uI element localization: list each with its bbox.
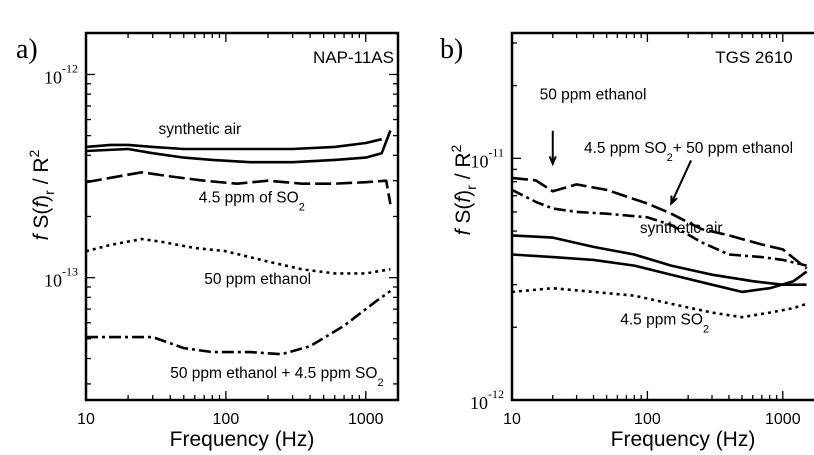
- annotation-text: 50 ppm ethanol: [540, 87, 647, 104]
- series-annotation: 4.5 ppm of SO2: [199, 189, 305, 213]
- series-line: [86, 130, 392, 164]
- series-annotation: synthetic air: [640, 220, 723, 237]
- y-tick-label: 10-11: [470, 145, 504, 171]
- x-tick-label: 10: [503, 411, 521, 428]
- series-line: [512, 176, 808, 270]
- series-annotation: 50 ppm ethanol: [204, 271, 311, 288]
- plot-frame: [510, 31, 814, 402]
- plot-frame: [84, 31, 400, 402]
- y-label-sup-2: 2: [26, 149, 42, 157]
- y-tick-label: 10-12: [44, 61, 78, 87]
- y-tick-label: 10-13: [44, 265, 78, 291]
- x-tick-label: 100: [634, 411, 661, 428]
- x-tick-label: 10: [77, 411, 95, 428]
- series-annotation: 50 ppm ethanol + 4.5 ppm SO2: [170, 365, 383, 389]
- series-line: [86, 289, 392, 356]
- y-tick-exponent: -13: [62, 265, 78, 279]
- annotation-text: synthetic air: [159, 121, 242, 138]
- series-annotation: 50 ppm ethanol: [540, 87, 647, 104]
- series-line: [86, 171, 392, 205]
- y-label-slash: /: [452, 168, 475, 186]
- annotation-text: 4.5 ppm of SO: [199, 189, 299, 206]
- annotation-text: 4.5 ppm SO: [584, 140, 667, 157]
- series-line: [512, 188, 807, 267]
- y-tick-mantissa: 10: [470, 393, 488, 413]
- x-tick-label: 1000: [348, 411, 384, 428]
- series-group: [86, 130, 392, 356]
- series-line: [86, 137, 383, 151]
- series-annotation: synthetic air: [159, 121, 242, 138]
- annotation-text: synthetic air: [640, 220, 723, 237]
- series-group: [512, 176, 808, 319]
- axis-ticks: [85, 33, 398, 400]
- y-label-R: R: [452, 152, 475, 167]
- panel-label: a): [16, 34, 38, 65]
- annotation-pointer: [670, 160, 692, 204]
- y-tick-mantissa: 10: [44, 67, 62, 87]
- y-label-S: S: [452, 210, 475, 230]
- y-label-sub-r: r: [463, 185, 479, 190]
- annotation-arrowhead: [548, 155, 557, 167]
- series-annotation: 4.5 ppm SO2+ 50 ppm ethanol: [584, 140, 793, 164]
- panel-label: b): [440, 34, 463, 65]
- y-label-S: S: [30, 215, 53, 235]
- y-label-f-arg: f: [30, 200, 53, 208]
- annotation-subscript: 2: [299, 201, 305, 213]
- y-tick-mantissa: 10: [44, 271, 62, 291]
- annotation-text: 50 ppm ethanol: [204, 271, 311, 288]
- y-label-R: R: [30, 157, 53, 172]
- y-label-paren: ): [452, 190, 475, 197]
- annotation-text-after: + 50 ppm ethanol: [673, 140, 793, 157]
- annotation-subscript: 2: [703, 324, 709, 336]
- x-axis-label: Frequency (Hz): [170, 428, 315, 451]
- y-tick-mantissa: 10: [470, 151, 488, 171]
- y-tick-label: 10-12: [470, 387, 504, 413]
- y-label-paren: ): [30, 195, 53, 202]
- y-axis-label: f S(f)r / R2: [26, 149, 57, 240]
- annotation-subscript: 2: [377, 377, 383, 389]
- y-label-f: f: [452, 227, 475, 235]
- series-line: [512, 234, 807, 286]
- annotation-arrowhead: [670, 195, 678, 206]
- annotation-text: 4.5 ppm SO: [620, 312, 703, 329]
- x-tick-label: 1000: [765, 411, 801, 428]
- x-axis-label: Frequency (Hz): [611, 428, 756, 451]
- annotation-text: 50 ppm ethanol + 4.5 ppm SO: [170, 365, 377, 382]
- y-label-f-arg: f: [452, 195, 475, 203]
- axis-ticks: [511, 33, 784, 401]
- y-label-paren: (: [30, 208, 53, 215]
- series-line: [512, 253, 808, 294]
- y-label-paren: (: [452, 203, 475, 210]
- y-label-f: f: [30, 232, 53, 240]
- series-line: [86, 237, 391, 275]
- series-annotation: 4.5 ppm SO2: [620, 312, 709, 336]
- y-label-sub-r: r: [41, 190, 57, 195]
- x-tick-label: 100: [213, 411, 240, 428]
- chart-title: NAP-11AS: [313, 48, 394, 67]
- y-tick-exponent: -12: [488, 387, 504, 401]
- y-axis-label: f S(f)r / R2: [448, 144, 479, 235]
- y-tick-exponent: -11: [488, 145, 504, 159]
- y-label-sup-2: 2: [448, 144, 464, 152]
- y-label-slash: /: [30, 173, 53, 191]
- y-tick-exponent: -12: [62, 61, 78, 75]
- chart-title: TGS 2610: [715, 48, 793, 67]
- annotation-subscript: 2: [667, 152, 673, 164]
